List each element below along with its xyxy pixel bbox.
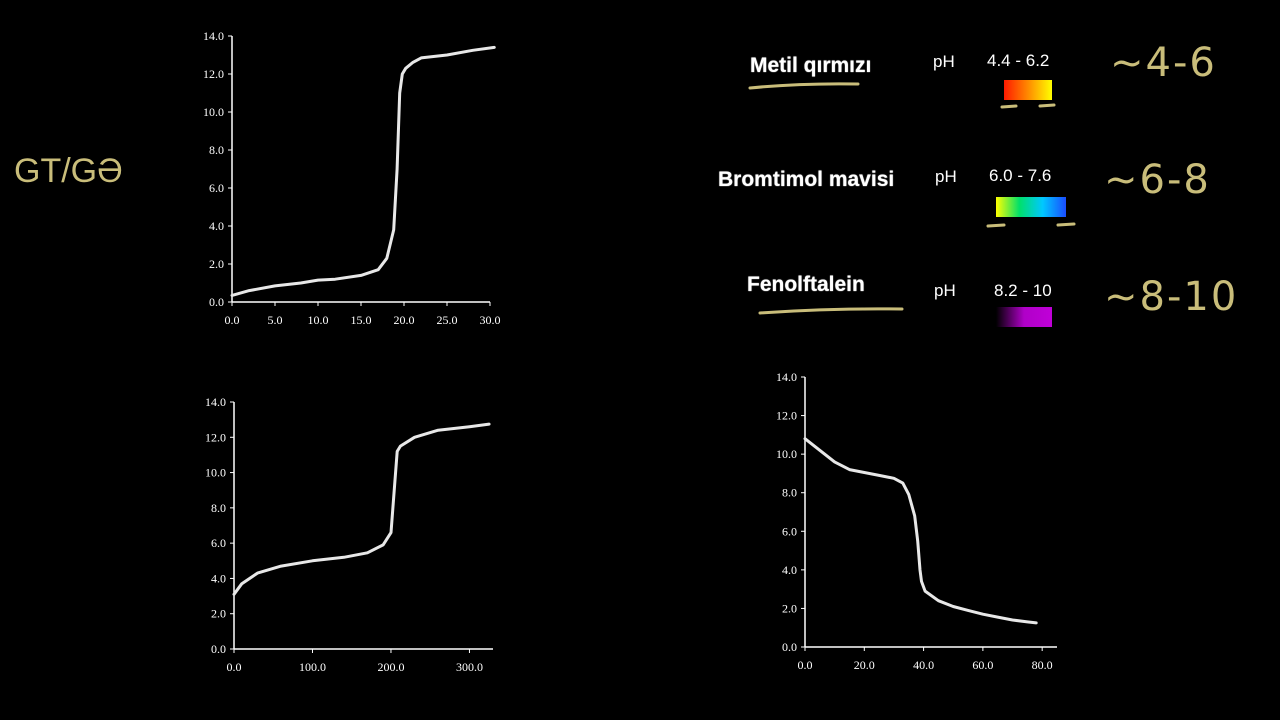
indicator-ph-label: pH: [935, 167, 957, 186]
x-tick-label: 20.0: [854, 658, 875, 672]
y-tick-label: 14.0: [776, 370, 797, 384]
x-tick-label: 0.0: [798, 658, 813, 672]
y-tick-label: 4.0: [211, 571, 226, 585]
indicator-color-swatch: [1004, 80, 1052, 100]
y-tick-label: 0.0: [209, 295, 224, 309]
underline-stroke: [748, 82, 860, 90]
x-tick-label: 10.0: [308, 313, 329, 327]
x-tick-label: 60.0: [972, 658, 993, 672]
x-tick-label: 5.0: [268, 313, 283, 327]
indicator-name-bromothymol-blue: Bromtimol mavisi: [718, 168, 895, 191]
x-tick-label: 0.0: [227, 660, 242, 674]
side-label: GT/GƏ: [14, 152, 123, 190]
y-tick-label: 8.0: [209, 143, 224, 157]
y-tick-label: 12.0: [205, 430, 226, 444]
y-tick-label: 0.0: [211, 642, 226, 656]
titration-curve-line: [230, 45, 496, 297]
y-tick-label: 6.0: [209, 181, 224, 195]
x-tick-label: 20.0: [394, 313, 415, 327]
x-tick-label: 40.0: [913, 658, 934, 672]
titration-curve-line: [803, 437, 1038, 625]
y-tick-label: 2.0: [782, 601, 797, 615]
y-tick-label: 14.0: [203, 29, 224, 43]
titration-curve-line: [232, 422, 491, 596]
y-tick-label: 8.0: [782, 486, 797, 500]
y-tick-label: 10.0: [776, 447, 797, 461]
handwritten-range-note: ~4-6: [1110, 40, 1217, 86]
indicator-name-methyl-red: Metil qırmızı: [750, 54, 872, 77]
indicator-color-swatch: [996, 197, 1066, 217]
x-tick-label: 15.0: [351, 313, 372, 327]
handwritten-range-note: ~6-8: [1104, 157, 1211, 203]
indicator-range: 4.4 - 6.2: [987, 51, 1050, 70]
y-tick-label: 2.0: [211, 607, 226, 621]
y-tick-label: 2.0: [209, 257, 224, 271]
y-tick-label: 4.0: [782, 563, 797, 577]
underline-stroke: [986, 222, 1076, 228]
x-tick-label: 300.0: [456, 660, 483, 674]
y-tick-label: 14.0: [205, 395, 226, 409]
x-tick-label: 100.0: [299, 660, 326, 674]
indicator-ph-label: pH: [934, 281, 956, 300]
handwritten-range-note: ~8-10: [1104, 274, 1239, 320]
y-tick-label: 6.0: [782, 524, 797, 538]
indicator-name-phenolphthalein: Fenolftalein: [747, 273, 865, 296]
y-tick-label: 10.0: [205, 466, 226, 480]
x-tick-label: 200.0: [377, 660, 404, 674]
y-tick-label: 4.0: [209, 219, 224, 233]
underline-stroke: [758, 307, 904, 315]
indicator-ph-label: pH: [933, 52, 955, 71]
indicator-range: 6.0 - 7.6: [989, 166, 1052, 185]
y-tick-label: 10.0: [203, 105, 224, 119]
y-tick-label: 12.0: [203, 67, 224, 81]
x-tick-label: 30.0: [480, 313, 501, 327]
indicator-color-swatch: [996, 307, 1052, 327]
y-tick-label: 0.0: [782, 640, 797, 654]
x-tick-label: 25.0: [437, 313, 458, 327]
y-tick-label: 8.0: [211, 501, 226, 515]
y-tick-label: 12.0: [776, 409, 797, 423]
indicator-range: 8.2 - 10: [994, 281, 1052, 300]
x-tick-label: 80.0: [1032, 658, 1053, 672]
x-tick-label: 0.0: [225, 313, 240, 327]
underline-stroke: [1000, 103, 1056, 109]
y-tick-label: 6.0: [211, 536, 226, 550]
